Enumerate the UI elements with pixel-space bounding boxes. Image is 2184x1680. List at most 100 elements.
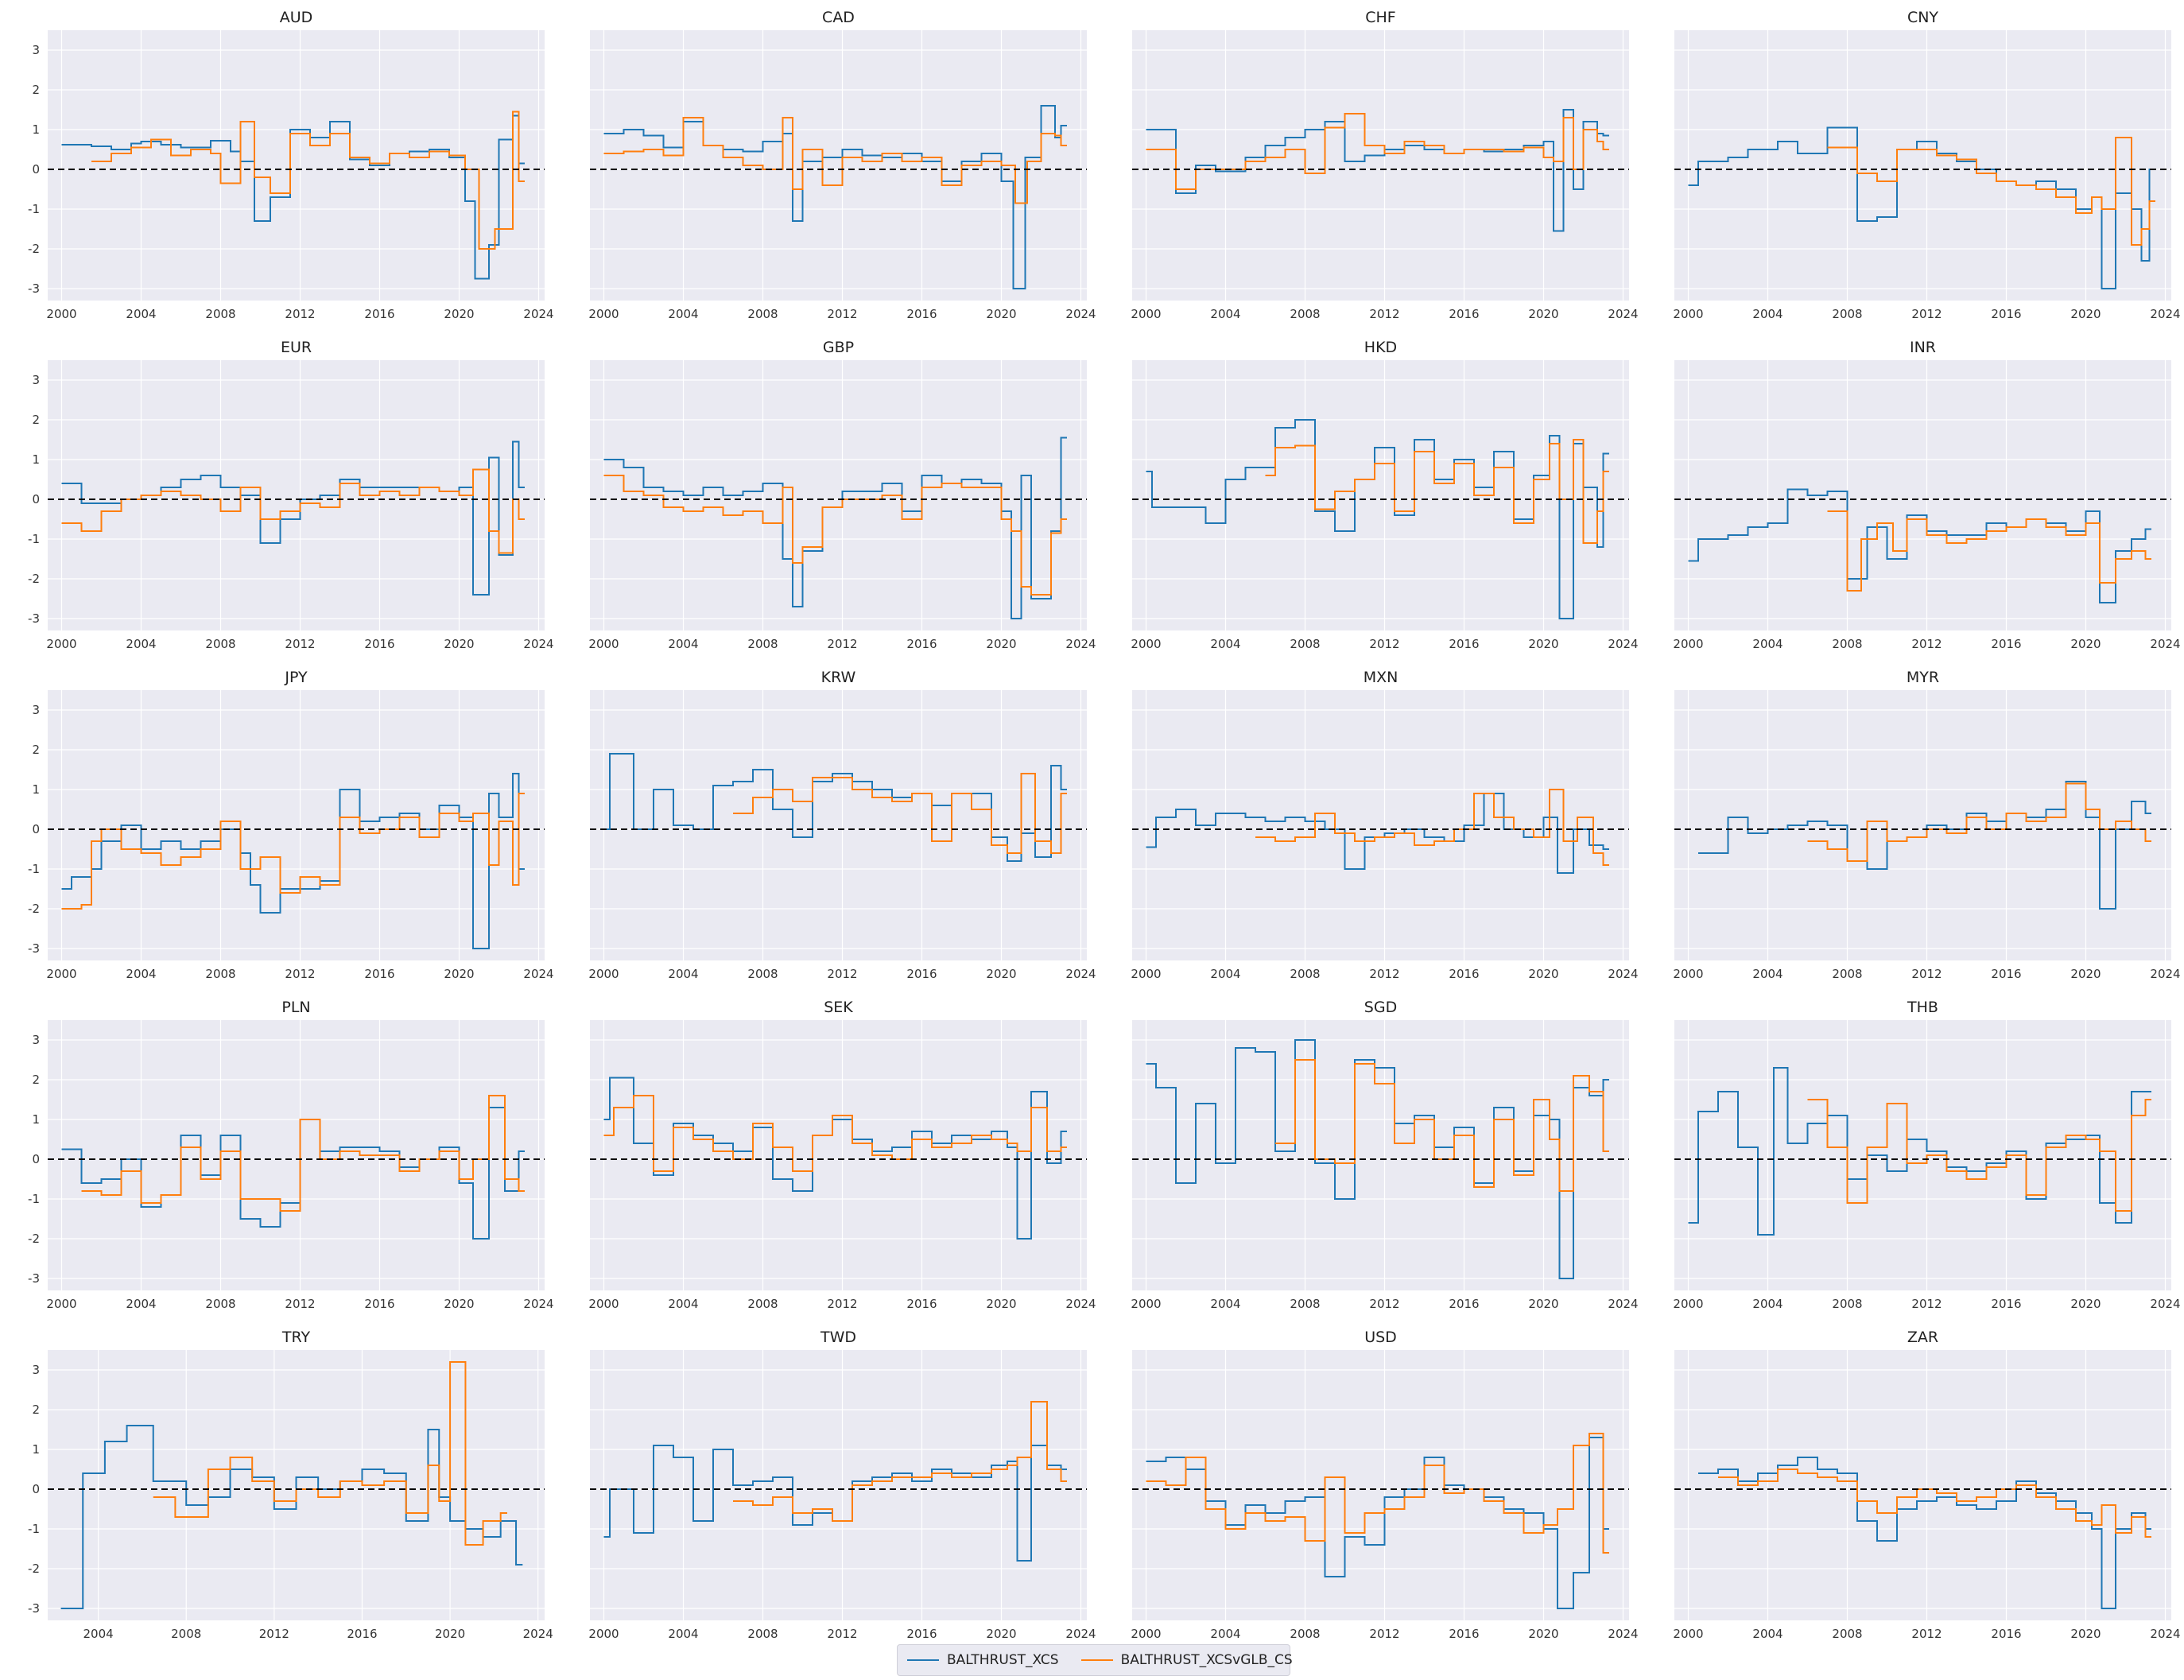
panel-title: EUR xyxy=(281,339,312,356)
legend: BALTHRUST_XCS BALTHRUST_XCSvGLB_CS xyxy=(897,1644,1293,1676)
series-line-2 xyxy=(603,475,1067,596)
x-tick-label: 2000 xyxy=(588,307,619,321)
legend-label-series-2: BALTHRUST_XCSvGLB_CS xyxy=(1120,1652,1293,1668)
plot-area xyxy=(48,1020,545,1290)
y-tick-label: -3 xyxy=(28,1271,40,1286)
x-tick-label: 2016 xyxy=(1991,1627,2021,1641)
y-tick-label: 3 xyxy=(32,1033,40,1047)
x-tick-label: 2008 xyxy=(1832,967,1862,981)
x-tick-label: 2024 xyxy=(523,637,553,651)
x-tick-label: 2008 xyxy=(747,1627,778,1641)
x-tick-label: 2020 xyxy=(435,1627,465,1641)
x-tick-label: 2020 xyxy=(444,967,474,981)
x-tick-label: 2020 xyxy=(444,307,474,321)
x-tick-label: 2008 xyxy=(205,1297,235,1311)
panel-try: 2004 2008 2012 2016 2020 2024 3 2 1 0 -1 -2 -3 TRY xyxy=(28,1329,553,1641)
x-tick-label: 2012 xyxy=(1369,637,1399,651)
series-line-2 xyxy=(61,468,525,554)
y-tick-label: -1 xyxy=(28,1522,40,1536)
y-tick-label: -2 xyxy=(28,902,40,916)
x-tick-label: 2016 xyxy=(1449,1627,1479,1641)
x-tick-label: 2012 xyxy=(1369,307,1399,321)
x-tick-label: 2020 xyxy=(986,1627,1016,1641)
y-tick-label: 1 xyxy=(32,782,40,797)
x-tick-label: 2004 xyxy=(668,967,698,981)
panel-gbp: 2000 2004 2008 2012 2016 2020 2024 GBP xyxy=(588,339,1096,651)
panel-pln: 2000 2004 2008 2012 2016 2020 2024 3 2 1 0 -1 -2 -3 PL… xyxy=(28,999,554,1311)
y-tick-label: 3 xyxy=(32,1363,40,1377)
x-tick-label: 2016 xyxy=(906,307,937,321)
x-tick-label: 2000 xyxy=(1673,1297,1703,1311)
panel-inr: 2000 2004 2008 2012 2016 2020 2024 INR xyxy=(1673,339,2180,651)
x-tick-label: 2016 xyxy=(1449,307,1479,321)
legend-item-series-1: BALTHRUST_XCS xyxy=(907,1652,1059,1668)
plot-area xyxy=(48,30,545,301)
series-line-1 xyxy=(603,105,1067,289)
plot-area xyxy=(1674,1020,2171,1290)
x-tick-label: 2012 xyxy=(827,1627,857,1641)
panel-title: ZAR xyxy=(1907,1329,1938,1346)
panel-title: GBP xyxy=(823,339,854,356)
x-tick-label: 2020 xyxy=(1528,1297,1558,1311)
x-tick-label: 2000 xyxy=(1131,307,1161,321)
x-tick-label: 2024 xyxy=(2150,307,2180,321)
x-tick-label: 2024 xyxy=(1065,967,1096,981)
x-tick-label: 2012 xyxy=(285,307,315,321)
x-tick-label: 2008 xyxy=(1832,1627,1862,1641)
panel-title: INR xyxy=(1910,339,1936,356)
x-tick-label: 2016 xyxy=(1991,637,2021,651)
panel-title: AUD xyxy=(280,9,313,26)
x-tick-label: 2024 xyxy=(1065,1297,1096,1311)
x-tick-label: 2024 xyxy=(1608,637,1638,651)
x-tick-label: 2008 xyxy=(205,967,235,981)
x-tick-label: 2004 xyxy=(126,637,156,651)
legend-line-series-1 xyxy=(907,1659,939,1661)
x-tick-label: 2024 xyxy=(2150,967,2180,981)
x-tick-label: 2008 xyxy=(747,307,778,321)
plot-area xyxy=(1132,360,1629,630)
x-tick-label: 2024 xyxy=(1065,307,1096,321)
y-tick-label: 2 xyxy=(32,743,40,757)
x-tick-label: 2012 xyxy=(827,1297,857,1311)
x-tick-label: 2016 xyxy=(364,307,394,321)
y-tick-label: -2 xyxy=(28,1232,40,1246)
x-tick-label: 2024 xyxy=(523,307,553,321)
series-line-2 xyxy=(153,1361,507,1546)
x-tick-label: 2012 xyxy=(827,637,857,651)
y-tick-label: 0 xyxy=(32,1152,40,1166)
x-tick-label: 2016 xyxy=(906,637,937,651)
x-tick-label: 2012 xyxy=(1911,967,1942,981)
panel-title: USD xyxy=(1364,1329,1397,1346)
panel-mxn: 2000 2004 2008 2012 2016 2020 2024 MXN xyxy=(1131,669,1638,981)
x-tick-label: 2008 xyxy=(1290,1627,1320,1641)
y-tick-label: 2 xyxy=(32,413,40,427)
x-tick-label: 2016 xyxy=(364,967,394,981)
x-tick-label: 2004 xyxy=(1752,967,1783,981)
x-tick-label: 2000 xyxy=(46,637,76,651)
y-tick-label: 2 xyxy=(32,1073,40,1087)
x-tick-label: 2020 xyxy=(986,307,1016,321)
x-tick-label: 2000 xyxy=(46,967,76,981)
x-tick-label: 2020 xyxy=(1528,1627,1558,1641)
plot-area xyxy=(1674,690,2171,960)
x-tick-label: 2020 xyxy=(986,637,1016,651)
x-tick-label: 2024 xyxy=(1608,1627,1638,1641)
x-tick-label: 2004 xyxy=(668,307,698,321)
x-tick-label: 2020 xyxy=(2070,1297,2101,1311)
x-tick-label: 2008 xyxy=(747,637,778,651)
panel-thb: 2000 2004 2008 2012 2016 2020 2024 THB xyxy=(1673,999,2180,1311)
plot-area xyxy=(1132,1020,1629,1290)
panel-title: CHF xyxy=(1365,9,1395,26)
x-tick-label: 2020 xyxy=(444,1297,474,1311)
x-tick-label: 2000 xyxy=(46,307,76,321)
series-line-2 xyxy=(1265,439,1609,544)
x-tick-label: 2000 xyxy=(1131,637,1161,651)
x-tick-label: 2004 xyxy=(1752,307,1783,321)
plot-area xyxy=(1132,1350,1629,1620)
y-tick-label: 0 xyxy=(32,822,40,836)
series-line-1 xyxy=(61,114,525,280)
x-tick-label: 2008 xyxy=(171,1627,201,1641)
x-tick-label: 2012 xyxy=(1911,1297,1942,1311)
x-tick-label: 2024 xyxy=(1608,307,1638,321)
x-tick-label: 2016 xyxy=(1449,967,1479,981)
